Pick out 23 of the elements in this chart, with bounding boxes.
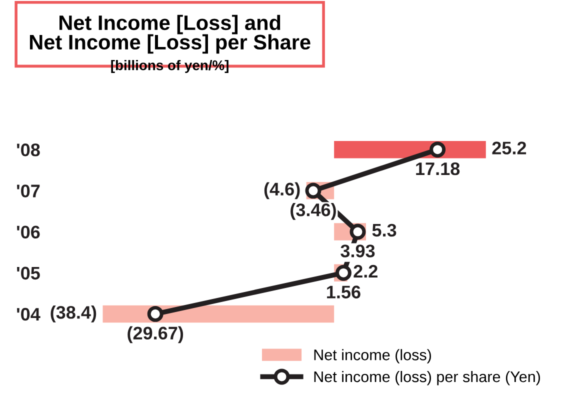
data-label: 2.2 (354, 264, 378, 278)
legend-label: Net income (loss) per share (Yen) (314, 370, 540, 386)
data-label: (3.46) (290, 203, 336, 220)
bar (102, 305, 334, 323)
data-label: (29.67) (128, 326, 184, 344)
data-label: (38.4) (50, 306, 96, 322)
y-tick-label: '06 (17, 226, 40, 238)
data-label: (4.6) (264, 182, 300, 200)
y-tick-label: '05 (17, 266, 40, 280)
data-label: 3.93 (340, 244, 375, 258)
y-tick-label: '04 (17, 308, 40, 321)
chart-subtitle: [billions of yen/%] (111, 60, 228, 73)
y-tick-label: '07 (17, 184, 40, 198)
point (335, 264, 352, 281)
legend-label: Net income (loss) (314, 349, 431, 364)
y-tick-label: '08 (17, 144, 40, 156)
data-label: 5.3 (372, 224, 396, 237)
data-label: 25.2 (492, 142, 526, 154)
point (430, 142, 446, 158)
data-label: 1.56 (327, 286, 360, 298)
data-label: 17.18 (416, 162, 460, 176)
point (147, 306, 164, 322)
chart-title: Net Income [Loss] and Net Income [Loss] per Share (30, 14, 310, 54)
